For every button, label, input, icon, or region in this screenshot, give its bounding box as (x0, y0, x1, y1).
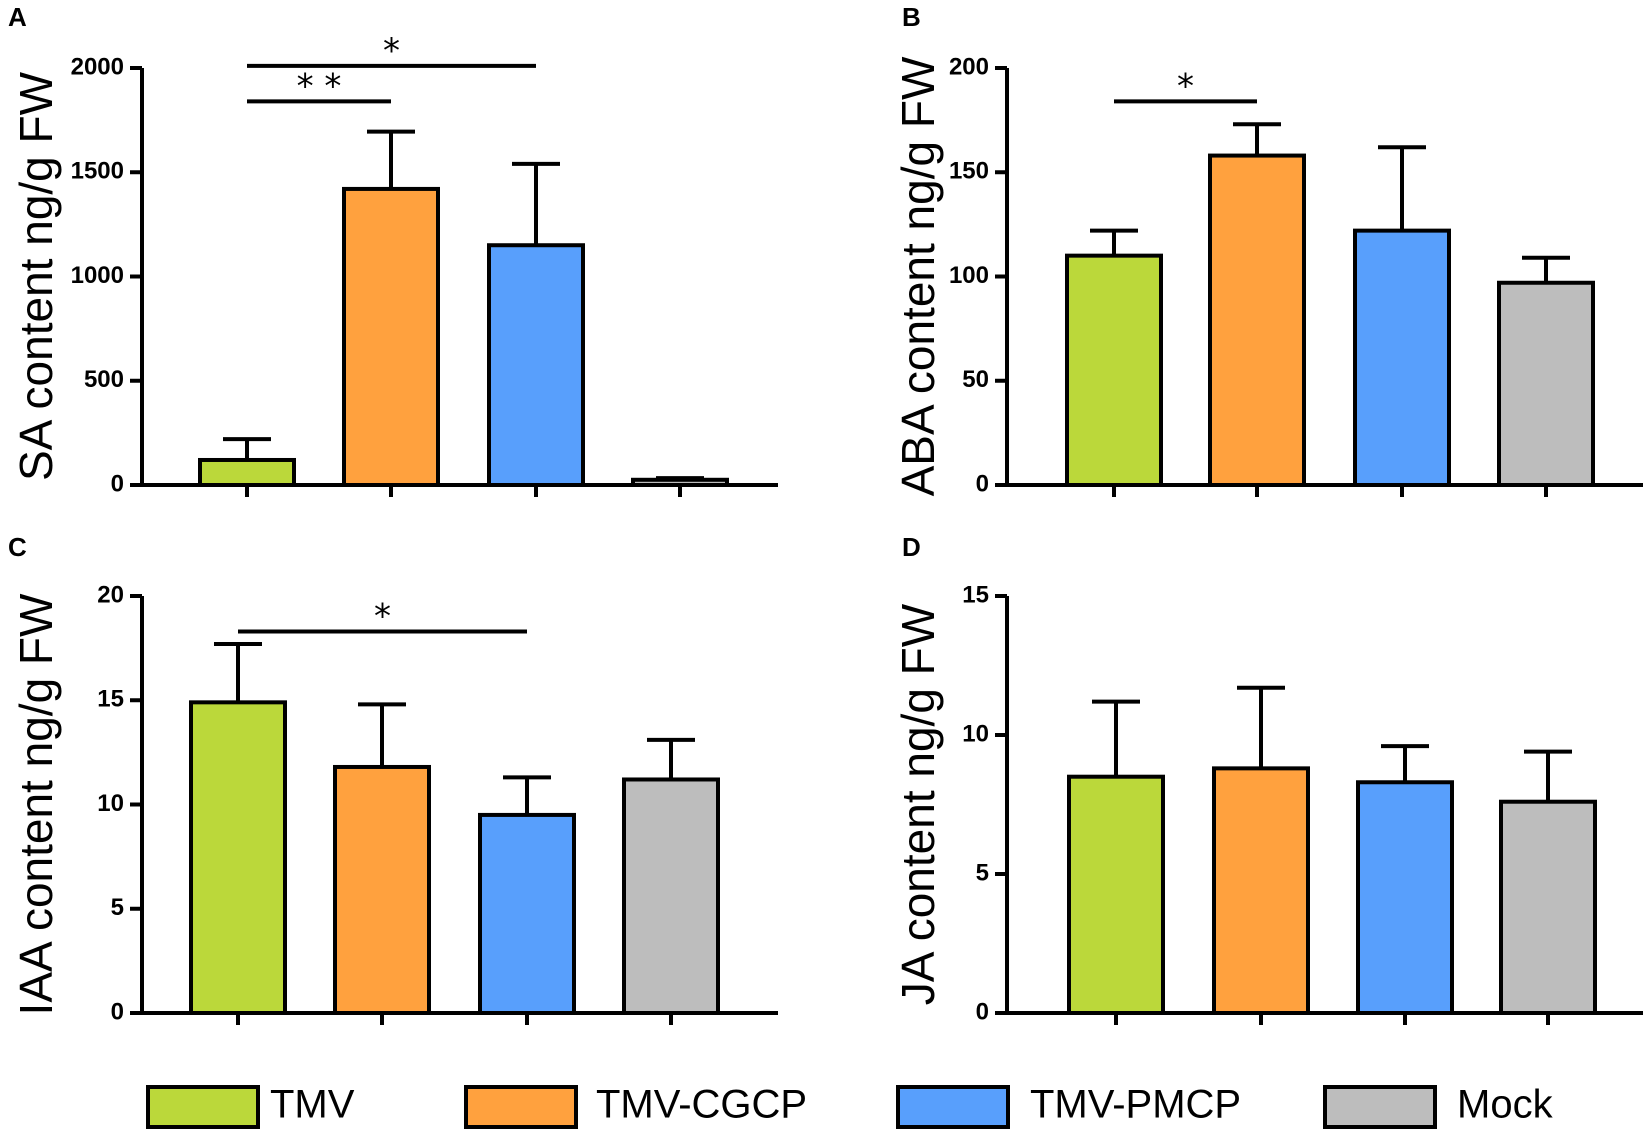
y-tick-label: 1500 (71, 158, 124, 185)
y-tick-label: 500 (84, 366, 124, 393)
legend-item-tmv-cgcp: TMV-CGCP (464, 1083, 807, 1129)
bar-tmv-pmcp (478, 812, 576, 1015)
bar-tmv-pmcp (1353, 228, 1451, 487)
y-axis-title: ABA content ng/g FW (892, 56, 944, 496)
legend-swatch (1323, 1085, 1437, 1129)
significance-label: * (383, 31, 400, 71)
y-tick-label: 100 (949, 262, 989, 289)
bar-tmv (189, 700, 287, 1016)
legend-item-tmv-pmcp: TMV-PMCP (896, 1083, 1241, 1129)
y-tick-label: 0 (111, 470, 124, 497)
bar-tmv-cgcp (1208, 153, 1306, 487)
legend-item-tmv: TMV (146, 1083, 355, 1129)
bar-tmv-pmcp (487, 243, 585, 487)
significance-label: * * (297, 66, 342, 106)
panel-letter: B (902, 2, 921, 32)
y-tick-label: 15 (962, 581, 989, 608)
y-axis-title: IAA content ng/g FW (10, 593, 62, 1015)
y-axis-title: SA content ng/g FW (10, 71, 62, 481)
bar-tmv-cgcp (1212, 766, 1310, 1015)
y-tick-label: 150 (949, 158, 989, 185)
y-tick-label: 20 (97, 581, 124, 608)
bar-tmv-cgcp (342, 186, 440, 487)
bar-mock (1499, 799, 1597, 1015)
legend-item-mock: Mock (1323, 1083, 1554, 1129)
y-tick-label: 1000 (71, 262, 124, 289)
significance-label: * (1177, 66, 1194, 106)
legend-label: TMV-CGCP (596, 1083, 807, 1127)
y-tick-label: 10 (97, 790, 124, 817)
y-tick-label: 2000 (71, 53, 124, 80)
legend-swatch (464, 1085, 578, 1129)
legend-label: TMV-PMCP (1030, 1083, 1241, 1127)
y-tick-label: 5 (111, 894, 124, 921)
y-tick-label: 200 (949, 53, 989, 80)
bar-tmv (1067, 774, 1165, 1016)
bar-tmv-pmcp (1356, 780, 1454, 1016)
legend-label: TMV (270, 1083, 355, 1127)
legend-swatch (146, 1085, 260, 1129)
significance-label: * (374, 596, 391, 636)
bar-mock (622, 777, 720, 1015)
legend-label: Mock (1457, 1083, 1554, 1127)
y-tick-label: 0 (976, 470, 989, 497)
legend: TMV TMV-CGCP TMV-PMCP Mock (146, 1083, 1554, 1129)
y-tick-label: 15 (97, 686, 124, 713)
panel-b: B ABA content ng/g FW 0 50 100 150 200 * (892, 2, 1643, 497)
bar-mock (1497, 280, 1595, 487)
panel-letter: A (8, 2, 27, 32)
bar-tmv (198, 457, 296, 488)
panel-a: A SA content ng/g FW 0 500 1000 1500 2000 * * * (8, 2, 778, 497)
y-tick-label: 10 (962, 720, 989, 747)
y-tick-label: 0 (976, 998, 989, 1025)
y-tick-label: 5 (976, 859, 989, 886)
panel-letter: C (8, 532, 27, 562)
legend-swatch (896, 1085, 1010, 1129)
y-tick-label: 50 (962, 366, 989, 393)
panel-d: D JA content ng/g FW 0 5 10 15 (892, 532, 1643, 1025)
y-tick-label: 0 (111, 998, 124, 1025)
y-axis-title: JA content ng/g FW (892, 603, 944, 1005)
bar-tmv (1065, 253, 1163, 487)
panel-c: C IAA content ng/g FW 0 5 10 15 20 * (8, 532, 778, 1025)
bar-tmv-cgcp (333, 764, 431, 1015)
panel-letter: D (902, 532, 921, 562)
